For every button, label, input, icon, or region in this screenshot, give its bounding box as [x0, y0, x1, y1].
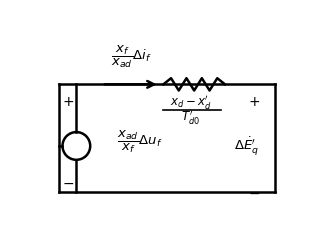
Text: $-$: $-$ — [62, 175, 74, 189]
Text: $+$: $+$ — [62, 95, 74, 109]
Text: $T_{d0}^{\prime}$: $T_{d0}^{\prime}$ — [181, 109, 200, 127]
Text: $-$: $-$ — [248, 185, 261, 199]
Text: $\dfrac{x_f}{x_{ad}}\Delta i_f$: $\dfrac{x_f}{x_{ad}}\Delta i_f$ — [111, 44, 152, 70]
Text: $+$: $+$ — [248, 95, 261, 109]
Text: $\dfrac{x_{ad}}{x_f}\Delta u_f$: $\dfrac{x_{ad}}{x_f}\Delta u_f$ — [117, 128, 163, 154]
Text: $\Delta\dot{E}_q^{\prime}$: $\Delta\dot{E}_q^{\prime}$ — [234, 135, 259, 157]
Text: $x_d - x_d^{\prime}$: $x_d - x_d^{\prime}$ — [169, 94, 211, 112]
